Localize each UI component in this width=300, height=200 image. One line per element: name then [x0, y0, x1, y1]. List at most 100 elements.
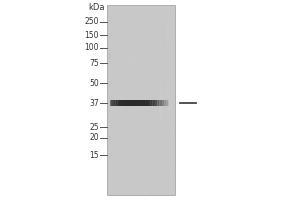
Bar [138, 100, 139, 106]
Bar [126, 100, 127, 106]
Bar [120, 100, 121, 106]
Bar [117, 100, 118, 106]
Bar [168, 100, 169, 106]
Bar [115, 100, 116, 106]
Bar [139, 100, 140, 106]
Bar [156, 100, 157, 106]
Bar [121, 100, 122, 106]
Bar [115, 100, 116, 106]
Text: 20: 20 [89, 134, 99, 142]
Bar [154, 100, 155, 106]
Bar [165, 100, 166, 106]
Bar [121, 100, 122, 106]
Bar [133, 100, 134, 106]
Bar [140, 100, 141, 106]
Bar [153, 100, 154, 106]
Bar [159, 100, 160, 106]
Bar [134, 100, 135, 106]
Text: 37: 37 [89, 98, 99, 108]
Bar [112, 100, 113, 106]
Bar [146, 100, 147, 106]
Bar [157, 100, 158, 106]
Bar [146, 100, 147, 106]
Bar [152, 100, 153, 106]
Bar [165, 100, 166, 106]
Text: 25: 25 [89, 122, 99, 132]
Bar [117, 100, 118, 106]
Bar [156, 100, 157, 106]
Bar [110, 100, 111, 106]
Bar [132, 100, 133, 106]
Bar [163, 100, 164, 106]
Bar [123, 100, 124, 106]
Bar [147, 100, 148, 106]
Bar [128, 100, 129, 106]
Bar [143, 100, 144, 106]
Bar [135, 100, 136, 106]
Bar [160, 100, 161, 106]
Bar [125, 100, 126, 106]
Bar [144, 100, 145, 106]
Bar [116, 100, 117, 106]
Bar [154, 100, 155, 106]
Bar [114, 100, 115, 106]
Bar [167, 100, 168, 106]
Bar [154, 100, 155, 106]
Bar [149, 100, 150, 106]
Bar [157, 100, 158, 106]
Bar [148, 100, 149, 106]
Bar [131, 100, 132, 106]
Bar [151, 100, 152, 106]
Bar [140, 100, 141, 106]
Bar [142, 100, 143, 106]
Bar [107, 5, 175, 195]
Bar [137, 100, 138, 106]
Bar [164, 100, 165, 106]
Bar [129, 100, 130, 106]
Bar [145, 100, 146, 106]
Bar [113, 100, 114, 106]
Bar [116, 100, 117, 106]
Bar [133, 100, 134, 106]
Text: kDa: kDa [88, 3, 105, 12]
Bar [119, 100, 120, 106]
Bar [144, 100, 145, 106]
Bar [141, 100, 142, 106]
Bar [139, 100, 140, 106]
Bar [112, 100, 113, 106]
Bar [122, 100, 123, 106]
Bar [130, 100, 131, 106]
Bar [142, 100, 143, 106]
Bar [125, 100, 126, 106]
Bar [155, 100, 156, 106]
Bar [137, 100, 138, 106]
Bar [137, 100, 138, 106]
Bar [126, 100, 127, 106]
Bar [158, 100, 159, 106]
Bar [118, 100, 119, 106]
Bar [149, 100, 150, 106]
Text: 250: 250 [85, 18, 99, 26]
Bar [130, 100, 131, 106]
Bar [134, 100, 135, 106]
Bar [164, 100, 165, 106]
Bar [113, 100, 114, 106]
Bar [138, 100, 139, 106]
Bar [158, 100, 159, 106]
Bar [124, 100, 125, 106]
Bar [132, 100, 133, 106]
Bar [160, 100, 161, 106]
Bar [157, 100, 158, 106]
Bar [111, 100, 112, 106]
Bar [163, 100, 164, 106]
Bar [138, 100, 139, 106]
Text: 75: 75 [89, 58, 99, 68]
Bar [161, 100, 162, 106]
Bar [111, 100, 112, 106]
Bar [153, 100, 154, 106]
Bar [145, 100, 146, 106]
Bar [162, 100, 163, 106]
Bar [156, 100, 157, 106]
Bar [132, 100, 133, 106]
Bar [123, 100, 124, 106]
